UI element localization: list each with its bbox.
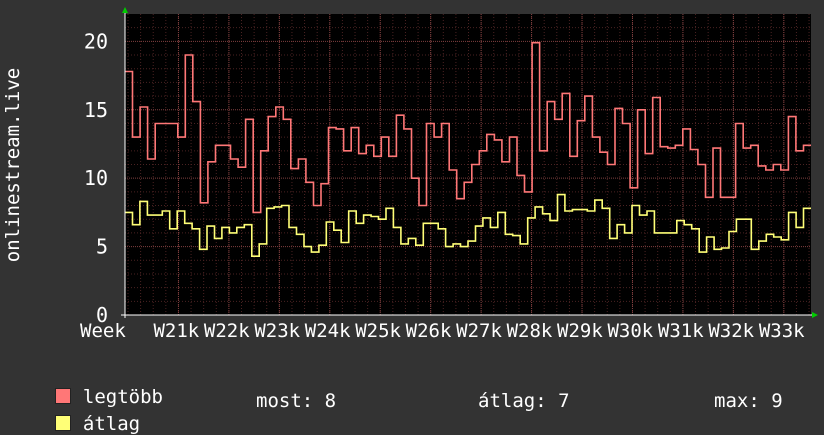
x-tick-label: W28k (507, 320, 553, 342)
y-tick-label: 0 (96, 303, 108, 327)
x-tick-label: W25k (355, 320, 401, 342)
y-axis-arrow (122, 7, 128, 13)
series-line-max (125, 41, 811, 214)
series-layer (125, 41, 811, 257)
legend-item-max: legtöbb (32, 364, 163, 408)
x-tick-label: W33k (759, 320, 805, 342)
x-axis-arrow (812, 312, 818, 318)
series-line-avg (125, 193, 811, 257)
y-tick-label: 20 (84, 29, 108, 53)
x-tick-label: W30k (607, 320, 653, 342)
x-tick-label: W24k (305, 320, 351, 342)
x-tick-label: W22k (204, 320, 250, 342)
x-tick-labels: Week W21k W22k W23k W24k W25k W26k W27k W28k W29k… (80, 320, 805, 342)
x-tick-label: W27k (456, 320, 502, 342)
y-tick-label: 15 (84, 98, 108, 122)
stat-atlag: átlag: 7 (478, 390, 570, 412)
y-tick-labels: 0 5 10 15 20 (84, 29, 108, 327)
legend-label-max: legtöbb (82, 386, 163, 408)
legend-item-avg: átlag (32, 391, 140, 435)
x-tick-label: W29k (557, 320, 603, 342)
x-tick-label: W21k (153, 320, 199, 342)
x-tick-label: W31k (658, 320, 704, 342)
legend-swatch-max (54, 388, 71, 404)
stat-most: most: 8 (256, 390, 337, 412)
y-axis-label: onlinestream.live (2, 68, 24, 262)
stat-max: max: 9 (714, 390, 783, 412)
minor-grid (125, 14, 811, 315)
legend-label-avg: átlag (82, 413, 141, 435)
x-tick-label: W32k (708, 320, 754, 342)
y-tick-label: 5 (96, 235, 108, 259)
legend-swatch-avg (54, 415, 71, 431)
x-tick-label: Week (80, 320, 126, 342)
x-tick-label: W26k (406, 320, 452, 342)
x-tick-label: W23k (254, 320, 300, 342)
y-tick-label: 10 (84, 166, 108, 190)
